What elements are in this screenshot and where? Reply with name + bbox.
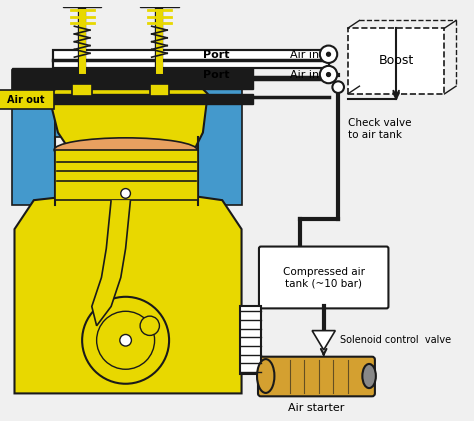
Text: Air out: Air out (7, 95, 45, 105)
FancyBboxPatch shape (198, 70, 242, 205)
Text: Check valve
to air tank: Check valve to air tank (348, 118, 411, 140)
FancyBboxPatch shape (150, 84, 169, 96)
FancyBboxPatch shape (11, 70, 55, 205)
Text: Air in: Air in (290, 50, 319, 60)
Circle shape (120, 334, 131, 346)
Text: Port: Port (203, 69, 229, 80)
FancyBboxPatch shape (259, 247, 388, 309)
Circle shape (140, 316, 159, 336)
Ellipse shape (257, 359, 274, 393)
FancyBboxPatch shape (258, 357, 375, 396)
Text: Solenoid control  valve: Solenoid control valve (340, 335, 451, 345)
Text: Air starter: Air starter (288, 403, 344, 413)
Circle shape (82, 297, 169, 384)
Ellipse shape (54, 138, 197, 162)
Bar (63, 0, 101, 7)
Bar (11, 68, 253, 89)
Circle shape (320, 66, 337, 83)
Circle shape (327, 52, 330, 56)
Bar (140, 0, 179, 7)
Bar (348, 28, 445, 94)
FancyBboxPatch shape (0, 90, 54, 109)
Bar (53, 51, 328, 68)
Bar (53, 51, 328, 68)
PathPatch shape (92, 200, 130, 326)
Text: Port: Port (203, 50, 229, 60)
Text: Air in: Air in (290, 69, 319, 80)
Circle shape (320, 45, 337, 63)
Circle shape (327, 72, 330, 77)
Bar (55, 150, 198, 200)
Ellipse shape (362, 364, 376, 388)
PathPatch shape (15, 70, 242, 393)
Bar (11, 94, 253, 104)
Bar (240, 306, 261, 374)
Polygon shape (312, 330, 335, 350)
Text: Boost: Boost (379, 53, 414, 67)
Circle shape (97, 311, 155, 369)
FancyBboxPatch shape (55, 51, 198, 137)
Circle shape (332, 81, 344, 93)
FancyBboxPatch shape (73, 84, 92, 96)
Circle shape (121, 189, 130, 198)
Text: Compressed air
tank (~10 bar): Compressed air tank (~10 bar) (283, 266, 365, 288)
